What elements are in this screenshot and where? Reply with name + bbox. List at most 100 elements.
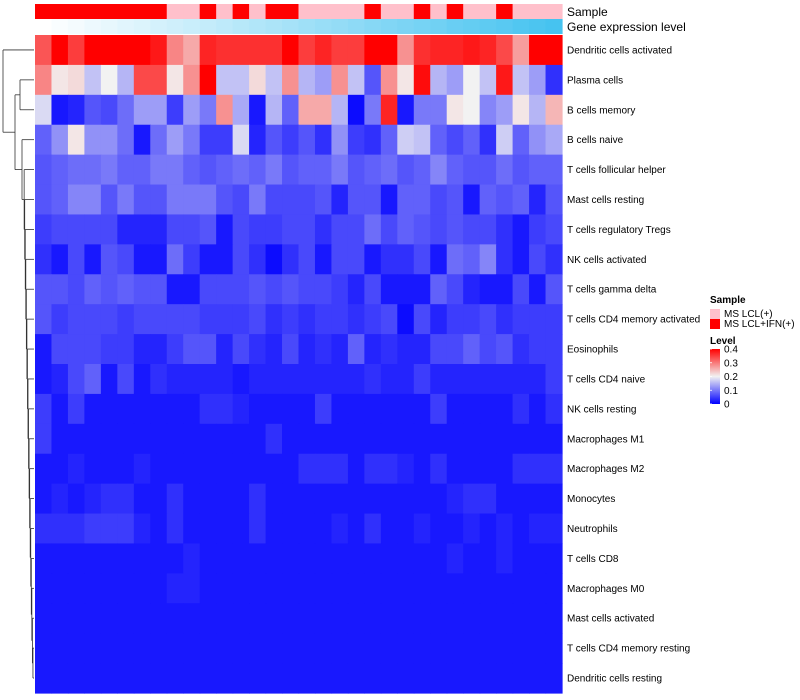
heatmap-cell (166, 274, 184, 305)
heatmap-cell (545, 423, 563, 455)
heatmap-cell (265, 154, 283, 186)
heatmap-cell (545, 663, 563, 694)
heatmap-cell (463, 603, 481, 634)
heatmap-cell (183, 334, 201, 365)
heatmap-cell (133, 64, 151, 96)
heatmap-cell (314, 483, 333, 515)
heatmap-cell (314, 364, 333, 395)
heatmap-cell (117, 214, 135, 245)
heatmap-cell (529, 663, 547, 694)
gene-level-track-cell (413, 19, 431, 34)
heatmap-cell (35, 304, 53, 335)
heatmap-cell (232, 393, 250, 425)
heatmap-cell (446, 573, 464, 604)
heatmap-cell (150, 483, 168, 515)
heatmap-cell (529, 364, 547, 395)
heatmap-cell (545, 274, 563, 305)
heatmap-cell (67, 304, 86, 335)
heatmap-cell (364, 304, 382, 335)
heatmap-cell (479, 184, 497, 216)
heatmap-cell (331, 154, 349, 186)
gene-level-track-cell (100, 19, 118, 34)
heatmap-cell (265, 64, 283, 96)
heatmap-cell (133, 663, 151, 694)
heatmap-cell (314, 393, 333, 425)
heatmap-cell (133, 483, 151, 515)
heatmap-cell (265, 35, 283, 66)
sample-track-cell (347, 4, 365, 19)
heatmap-cell (545, 94, 563, 126)
heatmap-cell (150, 364, 168, 395)
heatmap-cell (35, 483, 53, 515)
heatmap-cell (265, 543, 283, 574)
heatmap-cell (133, 603, 151, 634)
heatmap-cell (100, 483, 118, 515)
heatmap-cell (117, 364, 135, 395)
heatmap-cell (51, 453, 69, 485)
heatmap-cell (249, 334, 267, 365)
heatmap-cell (397, 244, 415, 275)
heatmap-cell (265, 124, 283, 156)
heatmap-cell (496, 453, 514, 485)
heatmap-cell (529, 274, 547, 305)
heatmap-cell (463, 423, 481, 455)
heatmap-cell (397, 633, 415, 664)
heatmap-cell (364, 94, 382, 126)
heatmap-cell (545, 334, 563, 365)
heatmap-cell (430, 334, 448, 365)
heatmap-cell (397, 573, 415, 604)
heatmap-cell (364, 423, 382, 455)
heatmap-cell (545, 603, 563, 634)
gene-level-track-cell (446, 19, 464, 34)
heatmap-cell (265, 274, 283, 305)
heatmap-cell (35, 603, 53, 634)
sample-track-cell (298, 4, 316, 19)
heatmap-cell (380, 543, 398, 574)
legend-item-label: MS LCL(+) (724, 309, 773, 320)
heatmap-cell (133, 364, 151, 395)
heatmap-cell (380, 35, 398, 66)
heatmap-cell (463, 453, 481, 485)
heatmap-cell (413, 94, 431, 126)
heatmap-cell (430, 633, 448, 664)
heatmap-cell (232, 154, 250, 186)
heatmap-cell (100, 603, 118, 634)
heatmap-cell (117, 573, 135, 604)
heatmap-cell (545, 35, 563, 66)
heatmap-cell (265, 304, 283, 335)
heatmap-cell (430, 124, 448, 156)
heatmap-cell (298, 633, 316, 664)
heatmap-cell (67, 35, 86, 66)
heatmap-cell (117, 603, 135, 634)
heatmap-cell (51, 244, 69, 275)
heatmap-cell (150, 184, 168, 216)
heatmap-cell (249, 423, 267, 455)
heatmap-cell (479, 154, 497, 186)
heatmap-cell (347, 304, 365, 335)
heatmap-cell (166, 603, 184, 634)
heatmap-cell (430, 64, 448, 96)
heatmap-cell (479, 334, 497, 365)
row-label: Eosinophils (567, 345, 618, 356)
heatmap-cell (496, 663, 514, 694)
heatmap-cell (282, 513, 300, 545)
heatmap-cell (380, 364, 398, 395)
heatmap-cell (133, 393, 151, 425)
heatmap-cell (117, 423, 135, 455)
heatmap-cell (67, 603, 86, 634)
heatmap-cell (380, 64, 398, 96)
heatmap-cell (331, 513, 349, 545)
heatmap-cell (463, 184, 481, 216)
heatmap-cell (314, 334, 333, 365)
heatmap-cell (282, 274, 300, 305)
heatmap-cell (232, 573, 250, 604)
heatmap-cell (51, 304, 69, 335)
heatmap-cell (446, 304, 464, 335)
heatmap-cell (67, 94, 86, 126)
heatmap-cell (35, 573, 53, 604)
sample-track-cell (166, 4, 184, 19)
heatmap-cell (430, 543, 448, 574)
sample-track-cell (199, 4, 217, 19)
gene-level-track-cell (479, 19, 497, 34)
heatmap-cell (150, 304, 168, 335)
